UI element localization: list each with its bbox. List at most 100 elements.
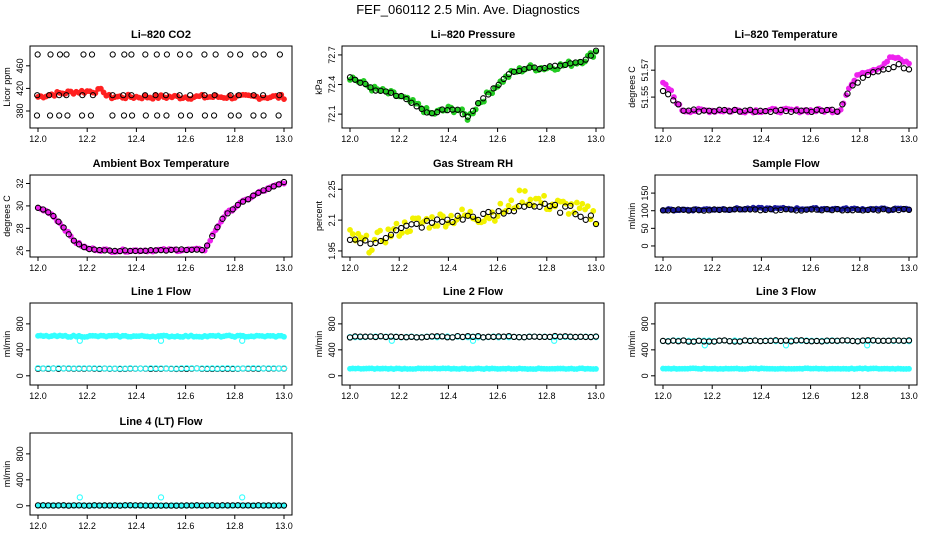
data-point [521,334,528,341]
data-point [276,51,283,58]
data-point [142,92,149,99]
data-point [407,228,414,234]
data-point [64,112,71,119]
x-tick-label: 12.6 [802,391,820,401]
data-point [270,183,277,190]
data-point [906,365,912,372]
x-tick-label: 12.2 [78,391,96,401]
data-point [235,92,242,99]
x-tick-label: 12.4 [753,134,771,144]
data-point [79,92,86,99]
data-point [56,51,64,58]
x-tick-label: 12.0 [654,263,672,273]
data-point [854,79,861,86]
data-point [480,95,487,102]
chart-title: Line 1 Flow [131,286,191,298]
data-point [587,333,595,341]
data-point [393,220,400,227]
series-yellow [347,187,599,256]
chart-co2: Li–820 CO2 Licor ppm 12.0 12.2 12.4 12.6 12.8 1… [2,29,293,144]
y-tick-label: 0 [15,373,25,378]
y-tick-label: 50 [640,223,650,233]
data-point [46,92,53,99]
data-point [536,333,543,341]
data-point [895,61,902,68]
data-point [433,109,441,116]
data-point [449,334,456,341]
data-point [659,337,667,345]
data-point [357,239,364,247]
data-point [34,51,41,58]
x-tick-label: 12.0 [341,391,359,401]
outlier-point [701,342,708,349]
x-tick-label: 12.8 [538,263,556,273]
data-point [60,224,67,231]
x-tick-label: 12.2 [703,391,721,401]
data-point [224,210,231,217]
y-axis-label: ml/min [627,331,637,358]
data-point [767,337,774,344]
data-point [413,103,420,110]
data-point [65,231,72,238]
outlier-point [239,337,246,344]
data-point [75,241,83,248]
data-point [905,206,913,213]
data-point [33,112,41,119]
data-point [209,232,216,240]
data-point [56,112,63,119]
data-point [250,192,257,199]
y-axis-label: ml/min [627,203,637,230]
data-point [55,218,62,225]
x-tick-label: 12.0 [29,134,47,144]
data-point [89,92,97,99]
data-point [527,196,534,203]
data-point [252,51,259,58]
x-tick-label: 12.6 [802,263,820,273]
data-point [227,92,234,99]
data-point [675,101,682,108]
data-point [508,197,515,204]
chart-line3: Line 3 Flow ml/min 12.0 12.2 12.4 12.6 12.8 13.… [627,286,918,401]
y-tick-label: 28 [15,223,25,233]
outlier-point [239,494,246,501]
data-point [490,85,497,92]
x-tick-label: 12.2 [78,134,96,144]
data-point [201,112,209,119]
data-point [522,188,528,194]
data-point [234,201,242,209]
chart-ambient: Ambient Box Temperature degrees C 12.0 12.2… [2,158,293,273]
x-tick-label: 12.2 [703,134,721,144]
data-point [45,209,52,216]
data-point [377,227,383,234]
data-point [137,365,144,372]
data-point [259,92,267,99]
data-point [577,333,584,340]
data-point [363,232,370,239]
y-tick-label: 2.1 [327,214,337,227]
x-tick-label: 12.4 [128,134,146,144]
data-point [590,208,597,214]
data-point [399,230,405,236]
data-point [275,365,283,372]
data-point [813,337,820,345]
data-point [142,365,149,372]
data-point [859,74,867,81]
data-point [777,337,785,345]
data-point [469,213,477,220]
data-point [593,365,599,372]
x-tick-label: 13.0 [275,263,293,273]
outlier-point [388,337,395,344]
data-point [541,200,548,207]
y-tick-label: 420 [15,81,25,96]
data-point [500,333,507,340]
x-tick-label: 12.0 [341,263,359,273]
data-point [187,92,194,99]
data-point [541,333,548,341]
x-tick-label: 12.8 [226,521,244,531]
data-point [474,216,482,224]
y-axis-label: ml/min [314,331,324,358]
data-point [128,51,135,58]
data-point [439,333,446,340]
data-point [163,112,170,119]
